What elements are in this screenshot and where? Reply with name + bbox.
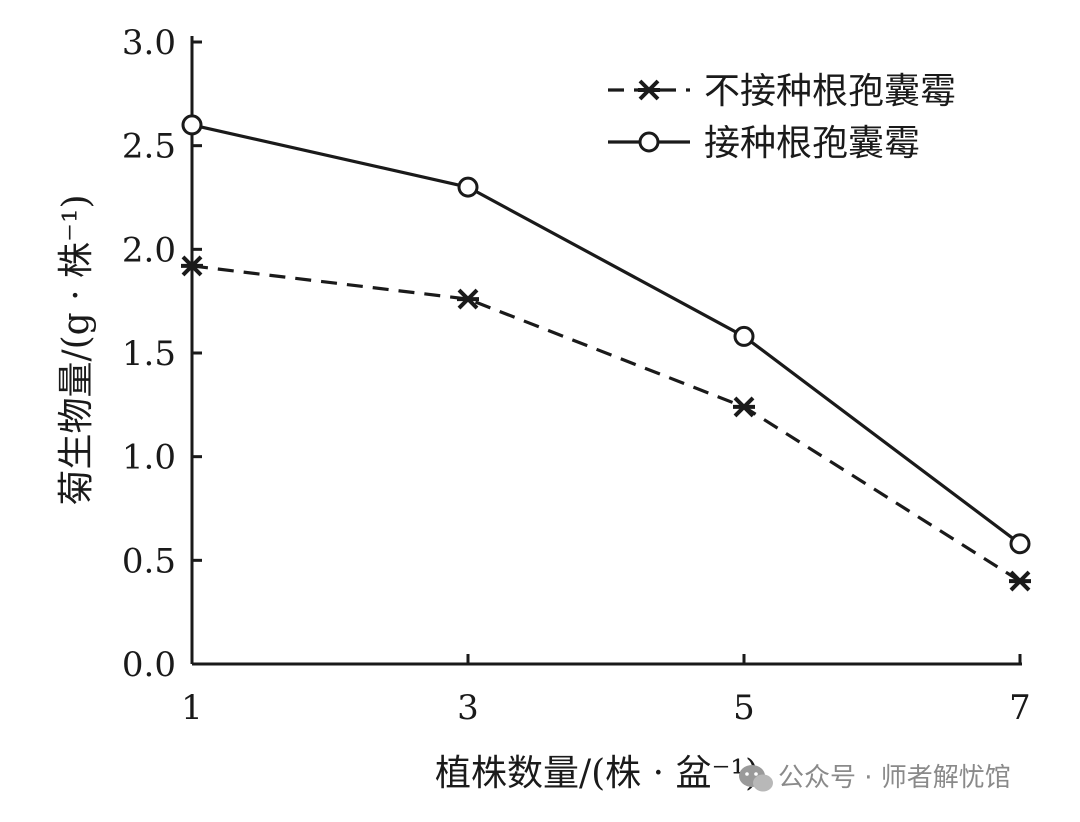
- x-tick-label: 3: [457, 688, 479, 728]
- y-axis-title: 菊生物量/(g · 株⁻¹): [56, 194, 97, 505]
- y-tick-label: 2.5: [122, 127, 176, 167]
- circle-marker-shape: [1009, 533, 1031, 555]
- legend-marker: [638, 79, 660, 101]
- y-tick-label: 1.5: [122, 334, 176, 374]
- x-tick-label: 7: [1009, 688, 1031, 728]
- watermark-text: 公众号 · 师者解忧馆: [778, 763, 1011, 793]
- circle-point: [1009, 533, 1031, 555]
- x-tick-label: 5: [733, 688, 755, 728]
- asterisk-point: [733, 396, 755, 418]
- x-axis-title: 植株数量/(株 · 盆⁻¹): [435, 753, 759, 794]
- x-tick-label: 1: [181, 688, 203, 728]
- y-axis-ticks: 0.0 0.5 1.0 1.5 2.0 2.5 3.0: [122, 23, 202, 685]
- legend-label: 不接种根孢囊霉: [704, 71, 956, 112]
- x-axis-ticks: 1 3 5 7: [181, 654, 1031, 728]
- y-tick-label: 2.0: [122, 230, 176, 270]
- legend-label: 接种根孢囊霉: [704, 123, 920, 164]
- circle-marker-shape: [638, 131, 660, 153]
- wechat-icon: [739, 765, 773, 792]
- circle-marker-shape: [457, 176, 479, 198]
- y-tick-label: 0.5: [122, 541, 176, 581]
- circle-point: [457, 176, 479, 198]
- asterisk-point: [181, 255, 203, 277]
- circle-marker-shape: [733, 325, 755, 347]
- series-line-inoculated: [191, 123, 1021, 546]
- circle-marker-shape: [181, 114, 203, 136]
- circle-point: [181, 114, 203, 136]
- y-tick-label: 3.0: [122, 23, 176, 63]
- series-line-not-inoculated: [191, 264, 1021, 583]
- circle-point: [733, 325, 755, 347]
- legend-marker: [638, 131, 660, 153]
- watermark: 公众号 · 师者解忧馆: [739, 763, 1011, 793]
- asterisk-point: [1009, 570, 1031, 592]
- y-tick-label: 1.0: [122, 438, 176, 478]
- asterisk-point: [457, 288, 479, 310]
- y-tick-label: 0.0: [122, 645, 176, 685]
- series-layer: [181, 114, 1031, 592]
